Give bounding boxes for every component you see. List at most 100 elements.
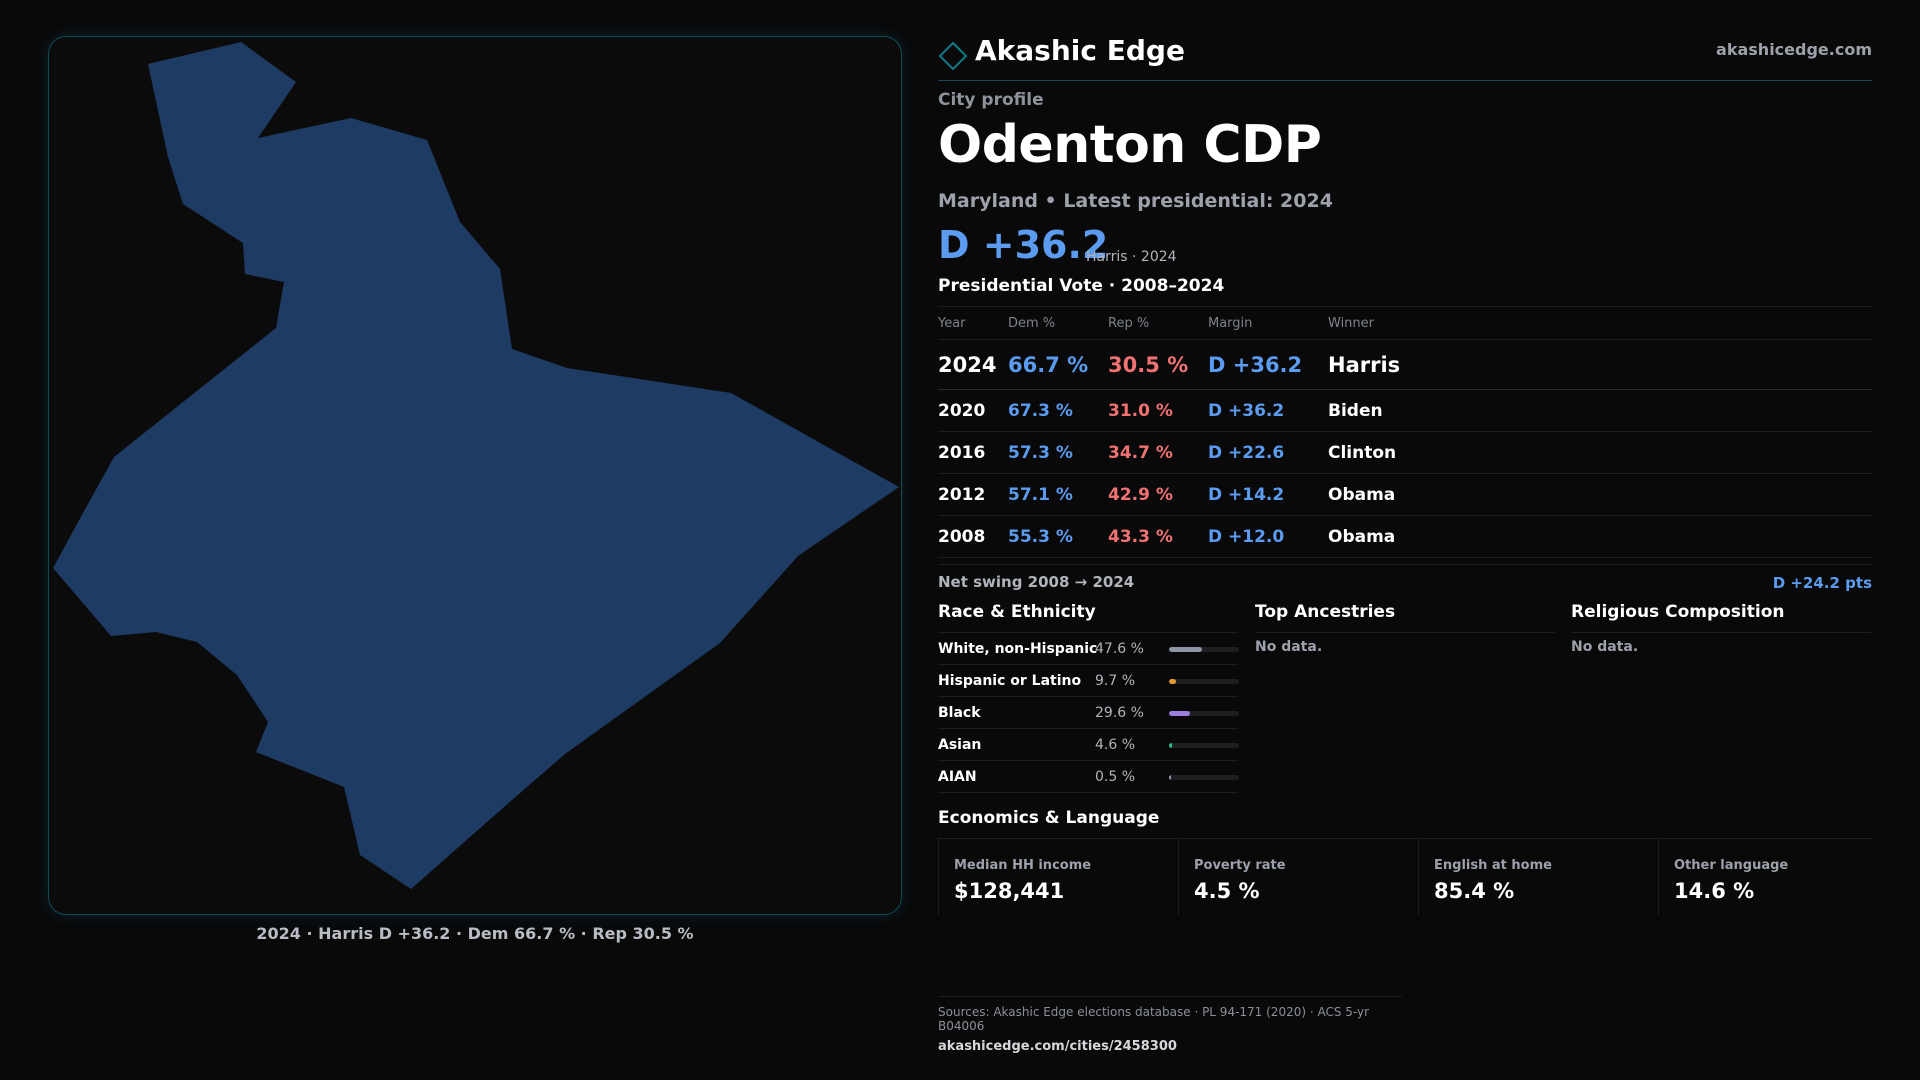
race-bar-track: [1169, 711, 1239, 716]
cell-margin: D +36.2: [1208, 400, 1285, 421]
economics-title: Economics & Language: [938, 808, 1160, 828]
header-winner: Winner: [1328, 315, 1375, 331]
brand-url[interactable]: akashicedge.com: [1716, 40, 1872, 59]
race-label: Asian: [938, 737, 982, 753]
econ-label: Poverty rate: [1194, 858, 1286, 873]
table-row: 2020 67.3 % 31.0 % D +36.2 Biden: [938, 390, 1872, 432]
race-row: AIAN 0.5 %: [938, 761, 1239, 793]
page-subtitle: Maryland • Latest presidential: 2024: [938, 190, 1333, 212]
econ-value: $128,441: [954, 879, 1065, 903]
religion-section: Religious Composition No data.: [1571, 602, 1871, 655]
net-swing-label: Net swing 2008 → 2024: [938, 573, 1135, 591]
econ-value: 4.5 %: [1194, 879, 1260, 903]
ancestries-section: Top Ancestries No data.: [1255, 602, 1555, 655]
econ-cell-other-language: Other language 14.6 %: [1658, 839, 1872, 915]
econ-label: English at home: [1434, 858, 1552, 873]
table-row: 2016 57.3 % 34.7 % D +22.6 Clinton: [938, 432, 1872, 474]
header-dem: Dem %: [1008, 315, 1056, 331]
city-boundary-map: [53, 42, 899, 889]
cell-margin: D +36.2: [1208, 352, 1303, 377]
race-bar-track: [1169, 775, 1239, 780]
race-bar-track: [1169, 647, 1239, 652]
margin-note: Harris · 2024: [1086, 249, 1177, 265]
table-row: 2024 66.7 % 30.5 % D +36.2 Harris: [938, 340, 1872, 390]
net-swing-value: D +24.2 pts: [1772, 574, 1872, 592]
religion-empty: No data.: [1571, 639, 1639, 655]
cell-dem: 66.7 %: [1008, 352, 1089, 377]
ancestries-empty: No data.: [1255, 639, 1323, 655]
race-bar-fill: [1169, 647, 1203, 652]
race-ethnicity-section: Race & Ethnicity White, non-Hispanic 47.…: [938, 602, 1239, 793]
cell-winner: Biden: [1328, 400, 1383, 421]
race-value: 29.6 %: [1095, 705, 1144, 721]
race-bar-track: [1169, 679, 1239, 684]
cell-dem: 55.3 %: [1008, 526, 1073, 547]
footer-sources: Sources: Akashic Edge elections database…: [938, 1005, 1370, 1033]
race-value: 9.7 %: [1095, 673, 1136, 689]
cell-year: 2008: [938, 526, 986, 547]
header-year: Year: [938, 315, 966, 331]
margin-headline: D +36.2: [938, 223, 1109, 267]
econ-label: Other language: [1674, 858, 1789, 873]
cell-rep: 30.5 %: [1108, 352, 1189, 377]
cell-rep: 31.0 %: [1108, 400, 1173, 421]
econ-label: Median HH income: [954, 858, 1092, 873]
cell-dem: 67.3 %: [1008, 400, 1073, 421]
race-value: 0.5 %: [1095, 769, 1136, 785]
race-section-title: Race & Ethnicity: [938, 602, 1238, 633]
cell-year: 2016: [938, 442, 986, 463]
table-row: 2008 55.3 % 43.3 % D +12.0 Obama: [938, 516, 1872, 558]
cell-year: 2020: [938, 400, 986, 421]
page-eyebrow: City profile: [938, 90, 1044, 110]
race-label: White, non-Hispanic: [938, 641, 1098, 657]
race-bar-fill: [1169, 679, 1176, 684]
race-value: 47.6 %: [1095, 641, 1144, 657]
cell-margin: D +12.0: [1208, 526, 1285, 547]
race-bar-fill: [1169, 711, 1190, 716]
net-swing-row: Net swing 2008 → 2024 D +24.2 pts: [938, 564, 1872, 592]
brand-name: Akashic Edge: [975, 34, 1185, 67]
cell-year: 2012: [938, 484, 986, 505]
race-row: Hispanic or Latino 9.7 %: [938, 665, 1239, 697]
cell-margin: D +22.6: [1208, 442, 1285, 463]
diamond-logo-icon: [938, 41, 968, 71]
cell-winner: Obama: [1328, 526, 1396, 547]
race-row: White, non-Hispanic 47.6 %: [938, 633, 1239, 665]
race-row: Black 29.6 %: [938, 697, 1239, 729]
page-title: Odenton CDP: [938, 115, 1322, 175]
cell-rep: 34.7 %: [1108, 442, 1173, 463]
race-value: 4.6 %: [1095, 737, 1136, 753]
cell-dem: 57.1 %: [1008, 484, 1073, 505]
cell-rep: 43.3 %: [1108, 526, 1173, 547]
econ-value: 14.6 %: [1674, 879, 1755, 903]
race-label: Hispanic or Latino: [938, 673, 1082, 689]
economics-grid: Median HH income $128,441 Poverty rate 4…: [938, 838, 1872, 915]
econ-value: 85.4 %: [1434, 879, 1515, 903]
religion-title: Religious Composition: [1571, 602, 1871, 633]
ancestries-title: Top Ancestries: [1255, 602, 1555, 633]
brand-header: Akashic Edge akashicedge.com: [938, 32, 1872, 81]
race-bar-fill: [1169, 775, 1172, 780]
econ-cell-english: English at home 85.4 %: [1418, 839, 1658, 915]
race-bar-track: [1169, 743, 1239, 748]
cell-winner: Clinton: [1328, 442, 1397, 463]
header-rep: Rep %: [1108, 315, 1150, 331]
city-boundary-shape: [53, 42, 899, 889]
cell-year: 2024: [938, 352, 997, 377]
cell-margin: D +14.2: [1208, 484, 1285, 505]
cell-winner: Harris: [1328, 352, 1401, 377]
econ-cell-poverty: Poverty rate 4.5 %: [1178, 839, 1418, 915]
page-footer: Sources: Akashic Edge elections database…: [938, 996, 1402, 1054]
table-row: 2012 57.1 % 42.9 % D +14.2 Obama: [938, 474, 1872, 516]
race-label: Black: [938, 705, 981, 721]
econ-cell-income: Median HH income $128,441: [938, 839, 1178, 915]
vote-table: Year Dem % Rep % Margin Winner 2024 66.7…: [938, 306, 1872, 558]
map-caption: 2024 · Harris D +36.2 · Dem 66.7 % · Rep…: [256, 924, 694, 943]
race-label: AIAN: [938, 769, 977, 785]
vote-table-header: Year Dem % Rep % Margin Winner: [938, 307, 1872, 340]
cell-winner: Obama: [1328, 484, 1396, 505]
cell-dem: 57.3 %: [1008, 442, 1073, 463]
city-map-panel: [48, 36, 902, 915]
vote-section-title: Presidential Vote · 2008–2024: [938, 276, 1225, 296]
footer-url[interactable]: akashicedge.com/cities/2458300: [938, 1039, 1177, 1054]
